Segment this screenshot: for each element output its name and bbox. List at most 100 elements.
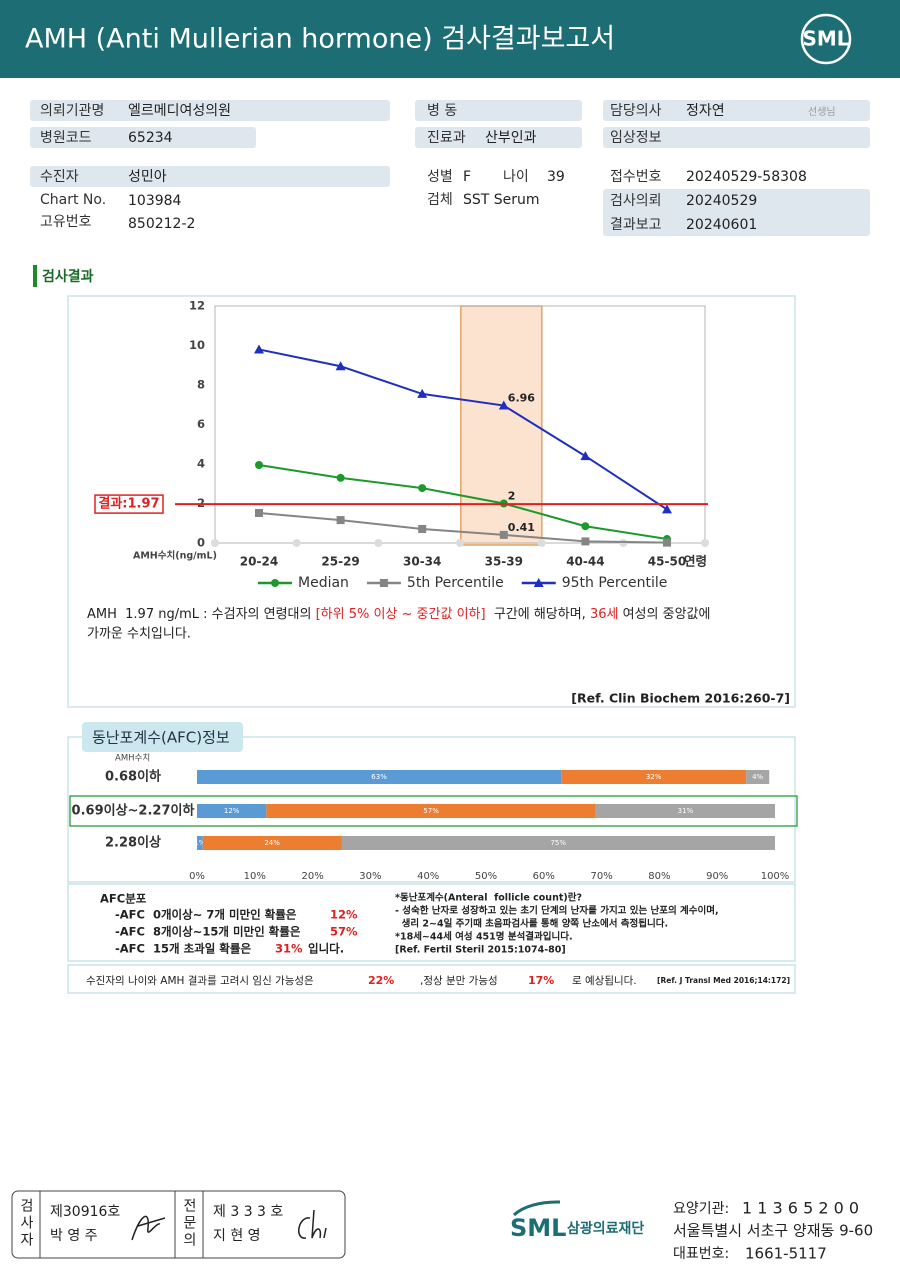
license-no: 제 3 3 3 호	[213, 1204, 283, 1220]
point	[498, 400, 509, 410]
field-label: 의뢰기관명	[40, 103, 104, 119]
y-tick-label: 0	[197, 536, 205, 550]
point	[379, 579, 388, 587]
interpretation-line: AMH 1.97 ng/mL : 수검자의 연령대의 [하위 5% 이상 ~ 중…	[87, 607, 710, 622]
info-box	[415, 127, 582, 148]
field-value: 20240529-58308	[686, 169, 807, 185]
point	[255, 508, 263, 517]
field-label: 결과보고	[610, 217, 662, 233]
conclusion-text: 수진자의 나이와 AMH 결과를 고려시 임신 가능성은	[86, 974, 314, 987]
series-line	[258, 463, 668, 541]
report-title: AMH (Anti Mullerian hormone) 검사결과보고서	[25, 24, 615, 55]
x-tick-label: 50%	[475, 871, 497, 882]
logo: SML	[802, 27, 849, 51]
interpretation-part: 구간에 해당하며,	[486, 607, 590, 622]
afc-chart: AMH수치 0.68이하 63% 32% 4% 0.69이상~2.27이하 12% 57% 31…	[69, 754, 798, 882]
segment-label: 75%	[550, 839, 566, 847]
section-marker	[33, 265, 37, 287]
point	[336, 516, 345, 525]
axis-dot	[211, 539, 219, 547]
axis-dot	[374, 539, 383, 547]
org-address: 서울특별시 서초구 양재동 9-60	[673, 1222, 873, 1240]
interpretation-part: 여성의 중앙값에	[618, 607, 710, 622]
info-box	[603, 189, 870, 236]
series-line	[258, 511, 668, 544]
info-box	[30, 100, 390, 121]
section-title: 검사결과	[42, 268, 94, 285]
interpretation-part: [하위 5% 이상 ~ 중간값 이하]	[316, 607, 486, 622]
x-tick-label: 45-50	[648, 555, 686, 569]
axis-label: AMH수치	[115, 754, 150, 764]
point	[499, 530, 508, 539]
axis-dot	[292, 539, 301, 547]
legend-label: Median	[298, 575, 349, 591]
field-label: 나이	[503, 169, 529, 185]
x-tick-label: 90%	[706, 871, 728, 882]
axis-dot	[537, 539, 546, 547]
distribution: -AFC 0개이상~ 7개 미만인 확률은 12% -AFC 8개이상~15개 미만…	[115, 908, 358, 956]
point	[255, 460, 263, 469]
afc-info-frame	[67, 883, 796, 962]
field-value: 산부인과	[485, 130, 537, 146]
pregnancy-rate: 22%	[368, 974, 394, 987]
signer-name: 박 영 주	[50, 1228, 98, 1244]
amh-chart: 0 2 4 6 8 10 12 AMH수치(ng/mL) 20-24 25-29 30-34 35-3…	[94, 299, 709, 591]
field-value: 39	[547, 169, 565, 185]
distribution-line: -AFC 0개이상~ 7개 미만인 확률은	[115, 908, 297, 922]
field-label: 수진자	[40, 169, 79, 185]
bar-segment	[266, 804, 596, 818]
interpretation-part: 36세	[590, 607, 619, 622]
segment-label: 31%	[678, 807, 694, 815]
chart-frame	[67, 295, 796, 708]
field-value: 성민아	[128, 169, 167, 185]
bar-segment	[561, 770, 747, 784]
y-tick-label: 6	[197, 417, 205, 431]
segment-label: 63%	[371, 773, 387, 781]
field-value: 850212-2	[128, 216, 195, 232]
field-value: 103984	[128, 193, 182, 209]
note-line: [Ref. Fertil Steril 2015:1074-80]	[395, 945, 566, 956]
row-label: 0.68이하	[105, 769, 161, 785]
result-label-box	[94, 494, 164, 514]
field-label: 접수번호	[610, 169, 662, 185]
point	[254, 344, 264, 354]
conclusion-reference: [Ref. J Transl Med 2016;14:172]	[657, 976, 790, 985]
field-value: 20240601	[686, 217, 757, 233]
field-value: SST Serum	[463, 192, 540, 208]
point	[418, 524, 427, 533]
point	[533, 578, 544, 587]
distribution-suffix: 입니다.	[308, 942, 344, 956]
point	[580, 451, 591, 461]
point	[417, 388, 428, 398]
x-tick-label: 70%	[590, 871, 612, 882]
field-label: 병 동	[427, 103, 457, 119]
logo-ring	[800, 13, 852, 65]
distribution-percent: 12%	[330, 908, 358, 922]
row-label: 0.69이상~2.27이하	[72, 803, 195, 819]
point	[336, 473, 345, 482]
field-label: Chart No.	[40, 192, 106, 208]
signature-box	[11, 1190, 346, 1259]
delivery-rate: 17%	[528, 974, 554, 987]
y-tick-label: 4	[197, 457, 205, 471]
info-box	[30, 166, 390, 187]
x-tick-label: 35-39	[485, 555, 523, 569]
field-label: 검사의뢰	[610, 193, 662, 209]
x-tick-label: 60%	[533, 871, 555, 882]
x-tick-label: 20-24	[240, 555, 278, 569]
interpretation-line: 가까운 수치입니다.	[87, 627, 191, 642]
header-band	[0, 0, 900, 78]
field-suffix: 선생님	[808, 106, 836, 118]
distribution-title: AFC분포	[100, 892, 147, 906]
note-line: 생리 2~4일 주기때 초음파검사를 통해 양쪽 난소에서 측정됩니다.	[395, 918, 668, 930]
x-tick-label: 25-29	[321, 555, 359, 569]
signature	[298, 1209, 327, 1239]
point	[335, 361, 346, 371]
y-tick-label: 10	[189, 338, 205, 352]
x-tick-label: 30%	[359, 871, 381, 882]
info-box	[603, 127, 870, 148]
bar-segment	[341, 836, 775, 850]
field-label: 검체	[427, 192, 453, 208]
segment-label: 12%	[224, 807, 240, 815]
x-tick-label: 40%	[417, 871, 439, 882]
